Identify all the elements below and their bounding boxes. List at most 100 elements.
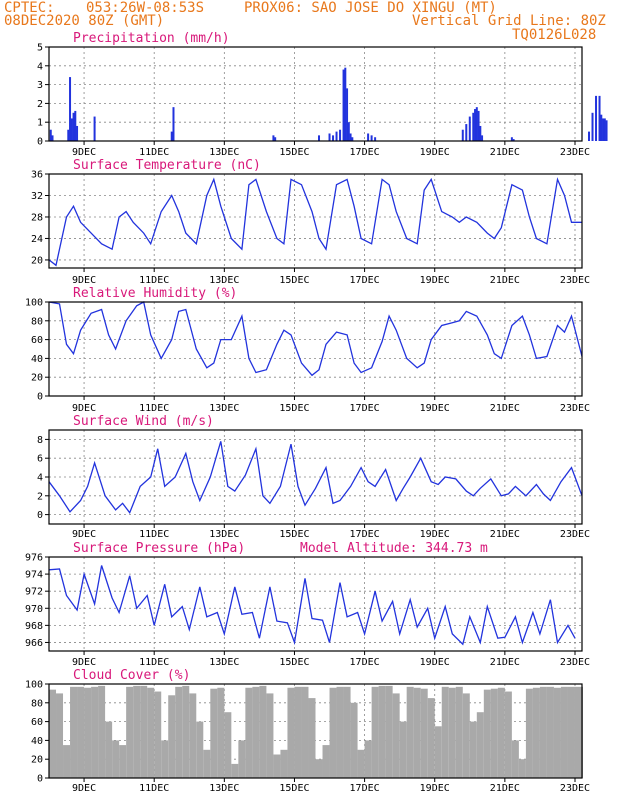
precip-bar [510,137,513,141]
precip-bar [602,118,605,141]
y-tick-label: 0 [37,774,43,785]
cloud-bar [350,702,358,778]
series-line [48,301,583,377]
x-tick-label: 13DEC [209,147,239,158]
precip-bar [51,135,54,141]
x-tick-label: 13DEC [209,529,239,540]
y-tick-label: 4 [37,61,43,72]
y-tick-label: 2 [37,491,43,502]
panel-1: 20 24 28 32 36 9DEC 11DEC 13DEC 15DEC 17DEC 19DEC 2… [31,158,590,286]
cloud-bar [56,693,64,778]
y-tick-label: 0 [37,137,43,148]
x-tick-label: 19DEC [420,147,450,158]
x-tick-label: 9DEC [72,403,96,414]
cloud-bar [469,721,477,778]
x-tick-label: 9DEC [72,657,96,668]
precip-bar [346,88,349,141]
y-tick-label: 100 [25,298,43,309]
cloud-bar [168,695,176,778]
y-tick-label: 3 [37,80,43,91]
cloud-bar [273,754,281,778]
precip-bar [605,120,608,141]
precip-bar [328,133,331,141]
plot-frame [48,173,583,269]
cloud-bar [567,686,575,778]
cloud-bar [546,686,554,778]
cloud-bar [84,687,92,778]
y-tick-label: 24 [31,234,43,245]
precip-bar [72,112,75,141]
precip-bar [170,131,173,141]
header-grid-line-note: Vertical Grid Line: 80Z [412,13,606,29]
x-tick-label: 23DEC [560,657,590,668]
panel-4: 966 968 970 972 974 976 9DEC 11DEC 13DEC 15DEC 17D… [25,541,590,668]
x-tick-label: 23DEC [560,275,590,286]
y-tick-label: 0 [37,510,43,521]
cloud-bar [133,685,141,778]
cloud-bar [175,686,183,778]
cloud-bar [91,686,99,778]
cloud-bar [70,686,78,778]
precip-bar [370,135,373,141]
x-tick-label: 13DEC [209,783,239,794]
x-tick-label: 19DEC [420,275,450,286]
precip-bar [74,110,77,141]
cloud-bar [203,749,211,778]
x-tick-label: 23DEC [560,147,590,158]
plot-background [49,47,582,141]
series-line [48,565,576,646]
panel-3: 0 2 4 6 8 9DEC 11DEC 13DEC 15DEC 17DEC 19DEC 21DEC 2… [37,414,590,540]
cloud-bar [147,687,155,778]
cloud-bar [322,745,330,778]
cloud-bar [49,689,57,778]
cloud-bar [182,685,190,778]
y-tick-label: 60 [31,717,43,728]
panel-title: Relative Humidity (%) [73,286,237,301]
plot-frame [48,683,583,779]
plot-frame [48,429,583,525]
cloud-bar [476,712,484,778]
cloud-bar [560,686,568,778]
cloud-bar [518,759,526,778]
panel-title: Cloud Cover (%) [73,668,190,683]
y-tick-label: 36 [31,170,43,181]
y-tick-label: 968 [25,621,43,632]
cloud-bar [441,686,449,778]
x-tick-label: 17DEC [350,529,380,540]
x-tick-label: 17DEC [350,403,380,414]
y-tick-label: 20 [31,755,43,766]
plot-background [49,557,582,651]
cloud-bar [525,688,533,778]
precip-bar [342,69,345,141]
header-station: PROX06: SAO JOSE DO XINGU (MT) [244,0,497,16]
header-run-id: TQ0126L028 [512,27,597,43]
cloud-bar [364,740,372,778]
x-tick-label: 15DEC [279,147,309,158]
x-tick-label: 9DEC [72,275,96,286]
x-tick-label: 9DEC [72,147,96,158]
x-tick-label: 21DEC [490,783,520,794]
cloud-bar [497,687,505,778]
panel-title: Surface Wind (m/s) [73,414,214,429]
cloud-bar [280,749,288,778]
cloud-bar [63,745,71,778]
y-tick-label: 20 [31,255,43,266]
cloud-bar [427,698,435,778]
cloud-bar [483,689,491,778]
y-tick-label: 0 [37,392,43,403]
cloud-bar [105,721,113,778]
x-tick-label: 15DEC [279,529,309,540]
y-tick-label: 8 [37,435,43,446]
y-tick-label: 80 [31,698,43,709]
x-tick-label: 23DEC [560,783,590,794]
cloud-bar [371,686,379,778]
series-line [48,441,583,515]
precip-bar [468,116,471,141]
precip-bar [374,137,377,141]
x-tick-label: 11DEC [139,275,169,286]
y-tick-label: 20 [31,373,43,384]
x-tick-label: 19DEC [420,529,450,540]
precip-bar [465,124,468,141]
panel-subtitle: Model Altitude: 344.73 m [300,541,488,556]
cloud-bar [378,685,386,778]
